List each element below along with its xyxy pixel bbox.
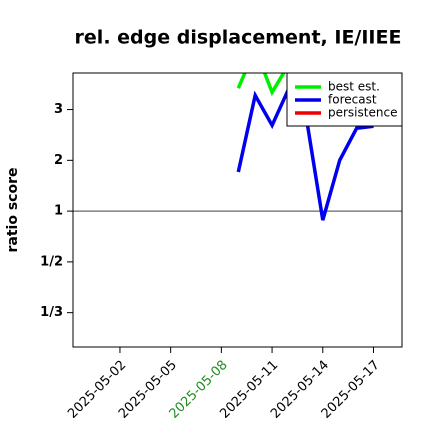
chart-title: rel. edge displacement, IE/IIEE [75, 27, 402, 49]
y-tick-label: 2 [54, 153, 63, 168]
legend-label: persistence [328, 106, 397, 120]
legend-label: best est. [328, 80, 380, 94]
y-tick-label: 1/3 [40, 305, 63, 320]
series-line [236, 73, 286, 97]
y-tick-label: 1/2 [40, 254, 63, 269]
y-tick-label: 3 [54, 102, 63, 117]
plot-frame [72, 72, 403, 348]
legend-label: forecast [328, 93, 377, 107]
y-tick-label: 1 [54, 204, 63, 219]
y-axis-label: ratio score [5, 168, 21, 253]
